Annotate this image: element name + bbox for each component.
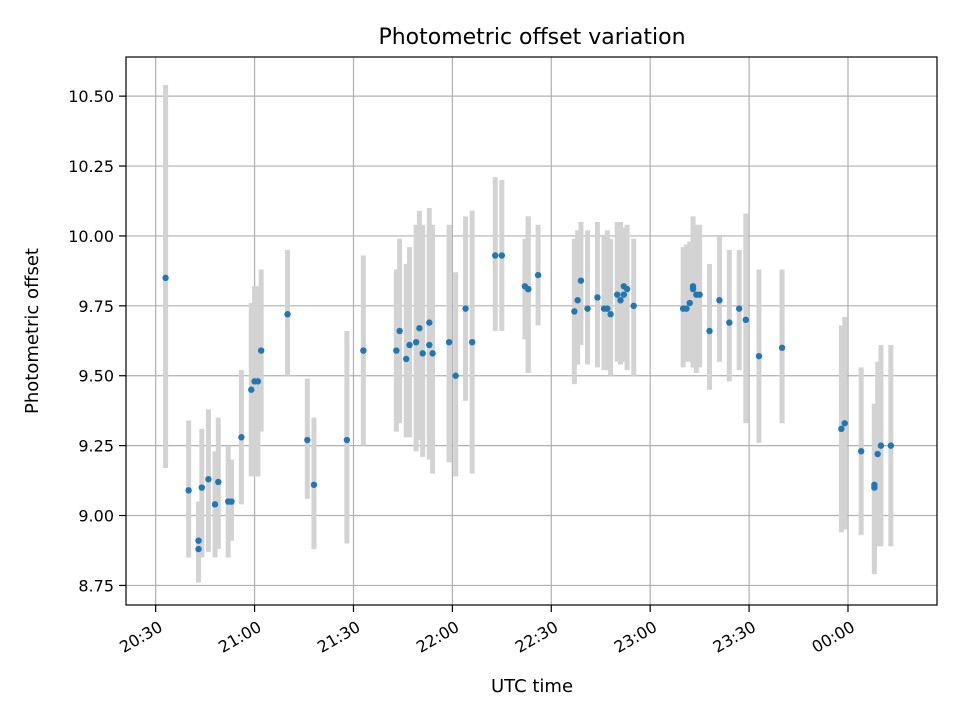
data-point	[614, 291, 621, 298]
data-point	[620, 291, 628, 298]
data-point	[574, 297, 581, 304]
data-point	[726, 319, 733, 326]
data-point	[498, 252, 506, 259]
plot-frame	[125, 56, 938, 606]
data-point	[185, 487, 192, 494]
data-point	[571, 308, 578, 315]
data-point	[683, 305, 690, 312]
y-tick-label: 9.25	[78, 437, 114, 456]
data-point	[284, 311, 291, 318]
data-point	[492, 252, 499, 259]
data-point	[742, 316, 749, 324]
data-point	[205, 475, 212, 483]
data-point	[607, 311, 614, 318]
data-point	[778, 344, 786, 351]
data-point	[468, 338, 476, 346]
data-point	[393, 347, 400, 354]
y-tick-label: 9.00	[78, 507, 114, 526]
data-point	[452, 372, 459, 379]
y-tick-label: 9.50	[78, 367, 114, 386]
data-point	[310, 481, 318, 488]
data-point	[412, 338, 420, 346]
data-point	[254, 378, 262, 385]
data-point	[304, 436, 311, 444]
data-point	[735, 305, 743, 312]
data-point	[462, 305, 469, 312]
data-point	[841, 420, 848, 427]
data-point	[594, 294, 601, 301]
data-point	[343, 436, 351, 444]
data-point	[419, 350, 426, 357]
data-point	[429, 350, 436, 357]
data-point	[525, 285, 532, 293]
y-tick-label: 10.00	[68, 227, 114, 246]
data-point	[195, 545, 202, 553]
data-point	[426, 319, 433, 326]
data-point	[617, 297, 624, 304]
data-point	[396, 327, 403, 335]
data-point	[445, 338, 453, 346]
data-point	[360, 347, 367, 354]
y-tick-label: 10.25	[68, 157, 114, 176]
data-point	[211, 501, 219, 508]
data-point	[706, 327, 713, 335]
data-point	[426, 341, 433, 349]
data-point	[403, 355, 410, 363]
data-point	[871, 484, 878, 491]
y-tick-label: 10.50	[68, 87, 114, 106]
data-point	[248, 386, 255, 393]
data-point	[257, 347, 265, 354]
y-tick-label: 9.75	[78, 297, 114, 316]
data-point	[887, 442, 895, 449]
y-tick-label: 8.75	[78, 576, 114, 595]
data-point	[228, 498, 235, 505]
data-points	[162, 252, 895, 553]
data-point	[877, 442, 885, 449]
x-axis-label: UTC time	[491, 676, 573, 697]
data-point	[689, 285, 697, 293]
data-point	[716, 297, 723, 304]
data-point	[857, 448, 865, 455]
data-point	[584, 305, 591, 312]
data-point	[686, 299, 693, 307]
data-point	[238, 434, 245, 441]
data-point	[874, 450, 881, 458]
data-point	[755, 352, 763, 360]
data-point	[623, 285, 631, 293]
data-point	[416, 325, 423, 332]
data-point	[696, 291, 703, 298]
data-point	[630, 302, 637, 310]
data-point	[406, 341, 413, 349]
data-point	[838, 425, 845, 433]
data-point	[162, 274, 169, 282]
data-point	[195, 537, 202, 544]
data-point	[198, 484, 206, 491]
y-axis-ticks: 8.75 9.00 9.25 9.50 9.75 10.00 10.25 10.50	[68, 87, 126, 595]
data-point	[604, 305, 611, 312]
chart-title: Photometric offset variation	[378, 25, 685, 50]
data-point	[215, 478, 222, 486]
data-point	[577, 277, 585, 284]
y-axis-label: Photometric offset	[22, 248, 43, 414]
data-point	[534, 271, 542, 279]
